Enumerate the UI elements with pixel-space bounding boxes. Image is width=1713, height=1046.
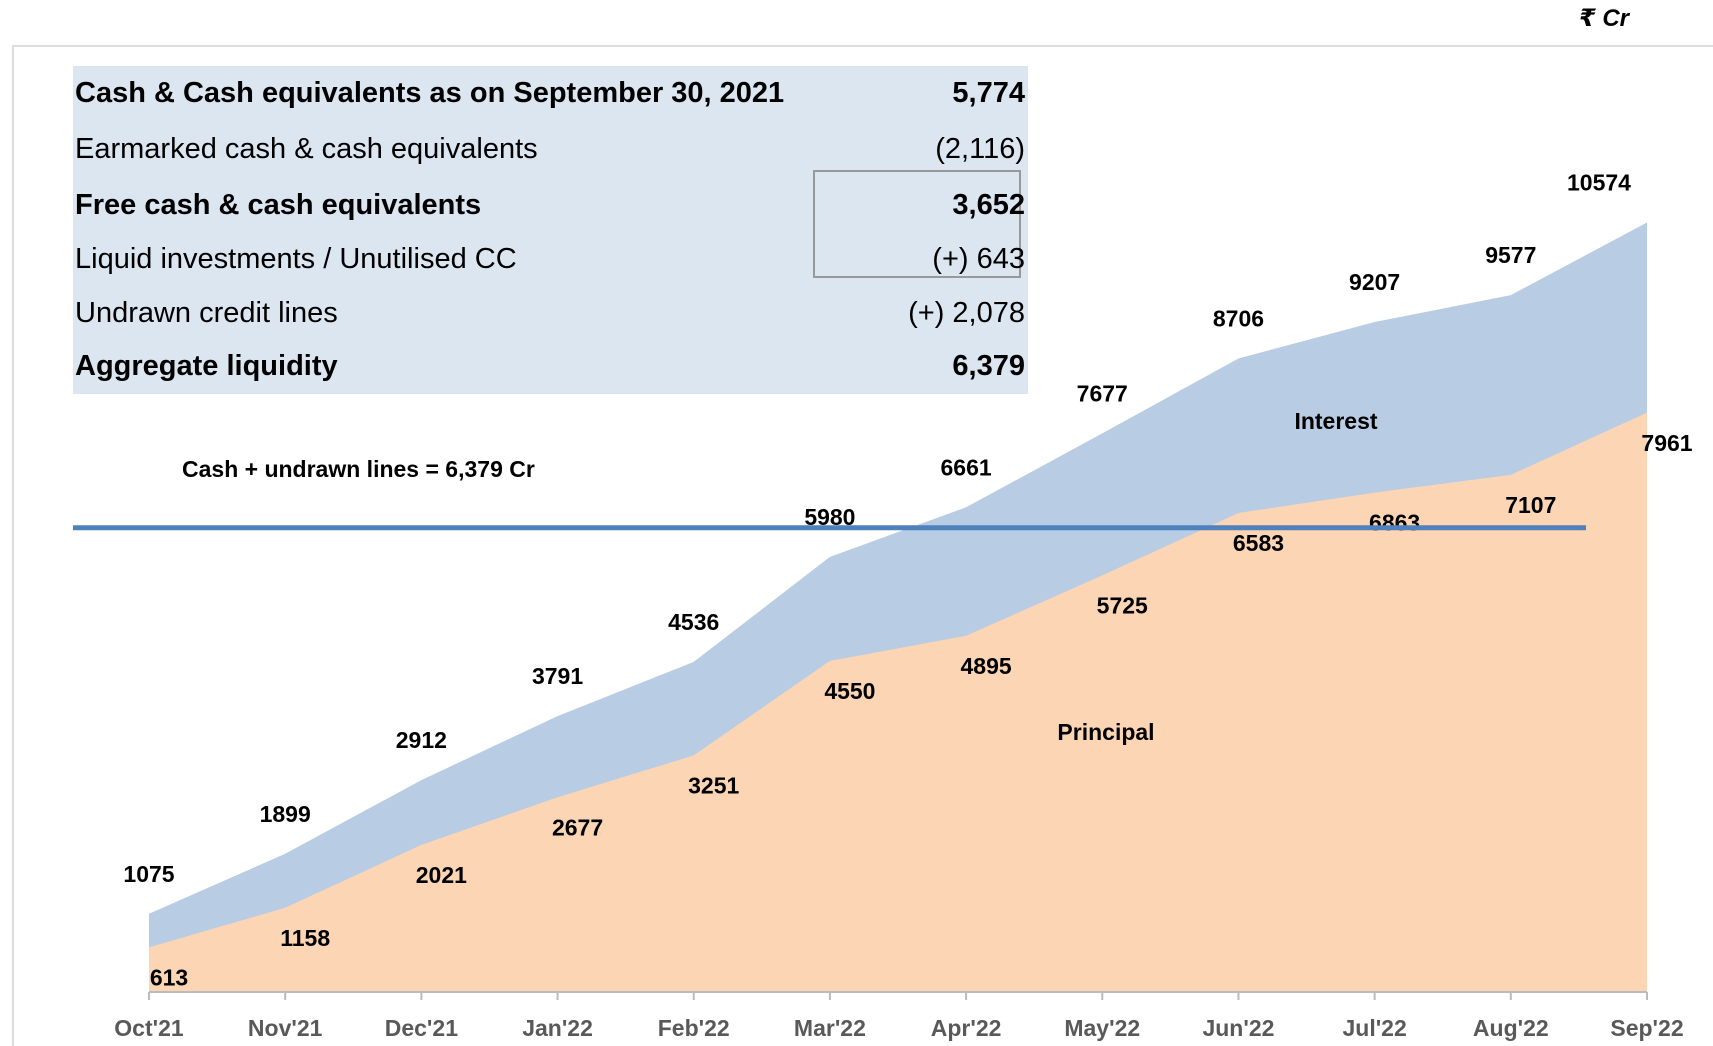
data-label: 9207 (1349, 269, 1400, 295)
x-tick-label: Apr'22 (931, 1015, 1002, 1041)
table-row: Liquid investments / Unutilised CC (+) 64… (75, 232, 1025, 286)
highlight-box (813, 170, 1021, 278)
x-tick-label: Sep'22 (1610, 1015, 1683, 1041)
data-label: 1158 (280, 925, 330, 951)
row-value: 3,652 (952, 188, 1025, 221)
series-label: Interest (1294, 408, 1377, 434)
row-label: Undrawn credit lines (75, 296, 338, 329)
data-label: 5725 (1097, 592, 1148, 618)
area (149, 412, 1647, 992)
table-row: Earmarked cash & cash equivalents (2,116) (75, 122, 1025, 176)
series-label: Principal (1057, 719, 1154, 745)
x-tick-label: Jan'22 (522, 1015, 593, 1041)
x-tick-label: Jun'22 (1202, 1015, 1274, 1041)
table-row: Aggregate liquidity 6,379 (75, 339, 1025, 393)
row-label: Aggregate liquidity (75, 349, 338, 382)
table-row: Cash & Cash equivalents as on September … (75, 66, 1025, 120)
data-label: 6661 (941, 454, 992, 480)
x-tick-label: Aug'22 (1473, 1015, 1549, 1041)
data-label: 613 (150, 964, 188, 990)
x-tick-label: Dec'21 (385, 1015, 458, 1041)
x-tick-label: Feb'22 (658, 1015, 730, 1041)
row-value: (+) 2,078 (908, 296, 1025, 329)
data-label: 2912 (396, 727, 447, 753)
data-label: 4536 (668, 609, 719, 635)
data-label: 1899 (260, 801, 311, 827)
row-label: Liquid investments / Unutilised CC (75, 242, 517, 275)
liquidity-table: Cash & Cash equivalents as on September … (73, 66, 1028, 394)
row-label: Earmarked cash & cash equivalents (75, 132, 538, 165)
row-value: 5,774 (952, 76, 1025, 109)
data-label: 9577 (1485, 242, 1536, 268)
data-label: 6583 (1233, 530, 1284, 556)
data-label: 10574 (1567, 170, 1631, 196)
x-tick-label: Nov'21 (248, 1015, 323, 1041)
unit-label: ₹ Cr (1578, 5, 1629, 32)
data-label: 6863 (1369, 510, 1420, 536)
data-label: 7677 (1077, 380, 1128, 406)
data-label: 4895 (961, 653, 1012, 679)
table-row: Undrawn credit lines (+) 2,078 (75, 286, 1025, 340)
frame (12, 45, 1713, 1046)
data-label: 4550 (824, 678, 875, 704)
data-label: 1075 (123, 861, 174, 887)
row-value: (+) 643 (932, 242, 1025, 275)
row-label: Free cash & cash equivalents (75, 188, 482, 221)
data-label: 8706 (1213, 306, 1264, 332)
reference-label: Cash + undrawn lines = 6,379 Cr (182, 456, 535, 482)
data-label: 3791 (532, 663, 583, 689)
table-row: Free cash & cash equivalents 3,652 (75, 178, 1025, 232)
x-tick-label: Oct'21 (114, 1015, 184, 1041)
row-value: 6,379 (952, 349, 1025, 382)
data-label: 2021 (416, 862, 467, 888)
row-label: Cash & Cash equivalents as on September … (75, 76, 785, 109)
x-tick-label: May'22 (1064, 1015, 1140, 1041)
row-value: (2,116) (935, 132, 1025, 165)
data-label: 3251 (688, 773, 739, 799)
data-label: 7961 (1641, 430, 1692, 456)
data-label: 7107 (1505, 492, 1556, 518)
x-tick-label: Jul'22 (1342, 1015, 1406, 1041)
data-label: 2677 (552, 814, 603, 840)
x-tick-label: Mar'22 (794, 1015, 866, 1041)
